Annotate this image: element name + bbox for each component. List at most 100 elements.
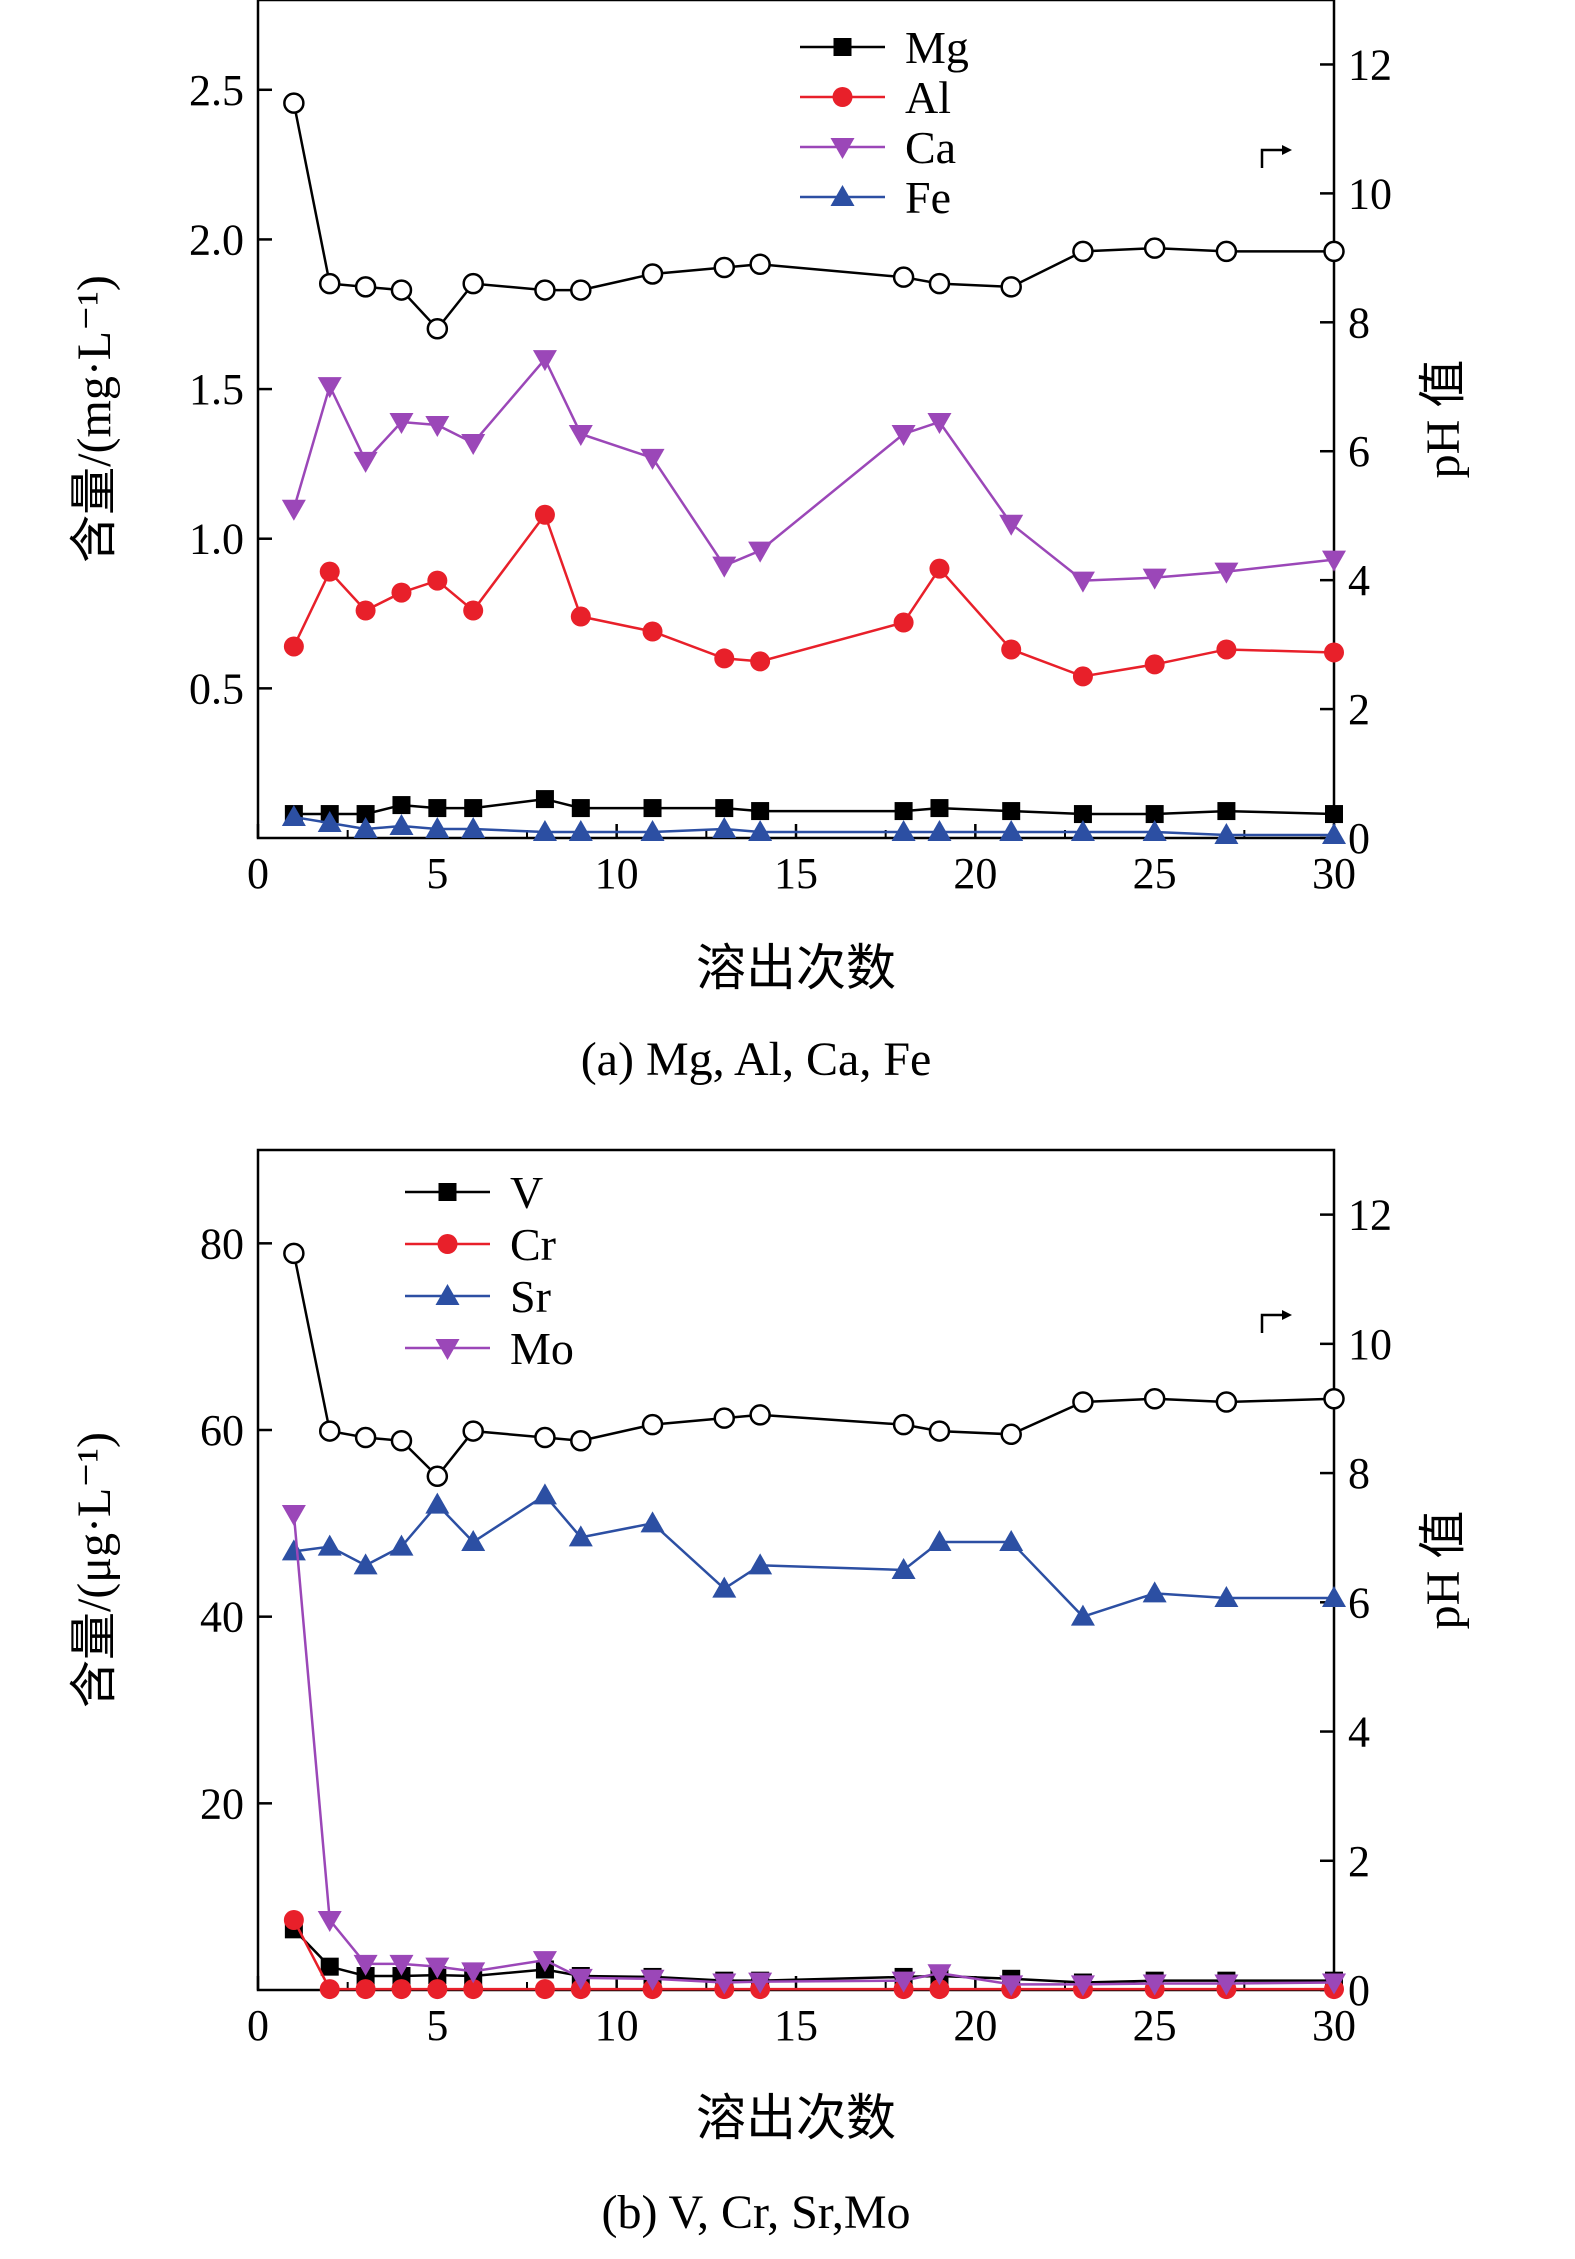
data-point-sr: [1070, 1604, 1095, 1626]
data-point-cr: [283, 1910, 304, 1930]
data-point-fe: [1214, 823, 1239, 845]
data-point-v: [320, 1957, 339, 1976]
legend-label: Cr: [510, 1219, 556, 1270]
series-line-al: [292, 512, 1335, 678]
series-line-ph: [292, 1253, 1335, 1479]
legend-marker: [832, 87, 853, 107]
data-point-ph: [1143, 1388, 1166, 1410]
data-point-mo: [999, 1975, 1024, 1997]
legend-label: Al: [905, 72, 951, 123]
data-point-fe: [1142, 820, 1167, 842]
data-point-cr: [319, 1979, 340, 2000]
data-point-ca: [640, 448, 665, 470]
legend-marker: [437, 1234, 458, 1254]
y2-tick-label: 4: [1348, 556, 1370, 605]
data-point-ph: [892, 1413, 915, 1436]
data-point-fe: [281, 805, 306, 827]
x-tick-label: 20: [953, 849, 997, 898]
y2-tick-label: 8: [1348, 1449, 1370, 1498]
data-point-ph: [713, 1407, 736, 1429]
data-point-cr: [463, 1979, 484, 2000]
y-tick-label: 20: [200, 1779, 244, 1828]
data-point-mo: [568, 1968, 593, 1990]
data-point-sr: [532, 1483, 557, 1505]
data-point-ph: [534, 279, 556, 301]
y-tick-label: 60: [200, 1406, 244, 1455]
y-axis-label: 含量/(μg·L⁻¹): [68, 1432, 121, 1708]
data-point-al: [929, 558, 950, 579]
chart-panel-b: 0 5 10 15 20 25 30 20 40 60 80 0 2 4 6 8 10 12 溶出次数 含量/(μg·…: [68, 1148, 1470, 2239]
right-axis-arrow-icon: [1260, 148, 1286, 168]
figure-caption: (b) V, Cr, Sr,Mo: [601, 2186, 910, 2239]
y2-tick-label: 10: [1348, 1320, 1392, 1369]
data-point-al: [1001, 639, 1022, 660]
series-line-ca: [292, 356, 1335, 582]
data-point-fe: [712, 817, 737, 839]
data-point-al: [319, 561, 340, 582]
y2-tick-label: 2: [1348, 685, 1370, 734]
data-point-mg: [464, 799, 483, 818]
series-line-mo: [292, 1513, 1335, 1986]
data-point-ph: [283, 92, 305, 114]
data-point-al: [355, 600, 376, 621]
data-point-ca: [1322, 550, 1346, 572]
y2-tick-label: 10: [1348, 169, 1392, 218]
data-point-ca: [999, 514, 1024, 536]
data-point-sr: [317, 1534, 342, 1556]
legend-marker: [830, 185, 855, 206]
x-tick-label: 5: [426, 849, 448, 898]
series-line-mg: [293, 797, 1335, 816]
data-point-ph: [318, 1420, 341, 1442]
y-tick-label: 80: [200, 1219, 244, 1268]
data-point-sr: [353, 1553, 378, 1575]
y-tick-label: 1.0: [189, 515, 244, 564]
data-point-ca: [568, 424, 593, 446]
y2-tick-label: 6: [1348, 1578, 1370, 1627]
data-point-ph: [749, 1404, 771, 1426]
legend-marker: [435, 1339, 460, 1360]
x-tick-label: 15: [774, 2001, 818, 2050]
y2-tick-label: 8: [1348, 298, 1370, 347]
figure-caption: (a) Mg, Al, Ca, Fe: [581, 1033, 932, 1086]
data-point-fe: [568, 820, 593, 842]
y2-tick-label: 0: [1348, 1966, 1370, 2015]
data-point-mg: [428, 799, 447, 818]
data-point-al: [1144, 654, 1165, 675]
data-point-ph: [390, 279, 413, 301]
data-point-cr: [391, 1979, 412, 2000]
data-point-fe: [461, 817, 486, 839]
data-point-mo: [425, 1957, 450, 1979]
data-point-cr: [355, 1979, 376, 2000]
x-tick-label: 5: [426, 2001, 448, 2050]
right-axis-arrowhead-icon: [1282, 1310, 1292, 1320]
data-point-ph: [534, 1426, 556, 1449]
data-point-sr: [568, 1525, 593, 1547]
data-point-ph: [318, 272, 341, 295]
data-point-mo: [640, 1969, 665, 1991]
data-point-mo: [1142, 1974, 1167, 1996]
y-tick-label: 40: [200, 1593, 244, 1642]
data-point-ph: [1323, 240, 1345, 263]
data-point-mo: [891, 1971, 916, 1993]
data-point-ph: [283, 1242, 305, 1265]
x-tick-label: 30: [1312, 849, 1356, 898]
x-tick-label: 15: [774, 849, 818, 898]
data-point-al: [534, 504, 555, 525]
data-point-mg: [751, 802, 770, 821]
data-point-mo: [353, 1954, 378, 1976]
data-point-fe: [999, 820, 1024, 842]
data-point-ca: [891, 424, 916, 446]
data-point-ph: [1215, 1391, 1238, 1413]
plot-frame: [256, 1148, 1336, 1992]
data-point-sr: [712, 1576, 737, 1598]
legend-marker: [830, 138, 855, 159]
legend-label: Mo: [510, 1323, 574, 1374]
data-point-ca: [353, 451, 378, 473]
x-tick-label: 20: [953, 2001, 997, 2050]
data-point-mo: [461, 1962, 486, 1984]
data-point-sr: [1214, 1586, 1239, 1607]
data-point-cr: [929, 1979, 950, 2000]
data-point-fe: [425, 817, 450, 839]
data-point-sr: [281, 1539, 306, 1561]
data-point-ca: [1070, 571, 1095, 593]
